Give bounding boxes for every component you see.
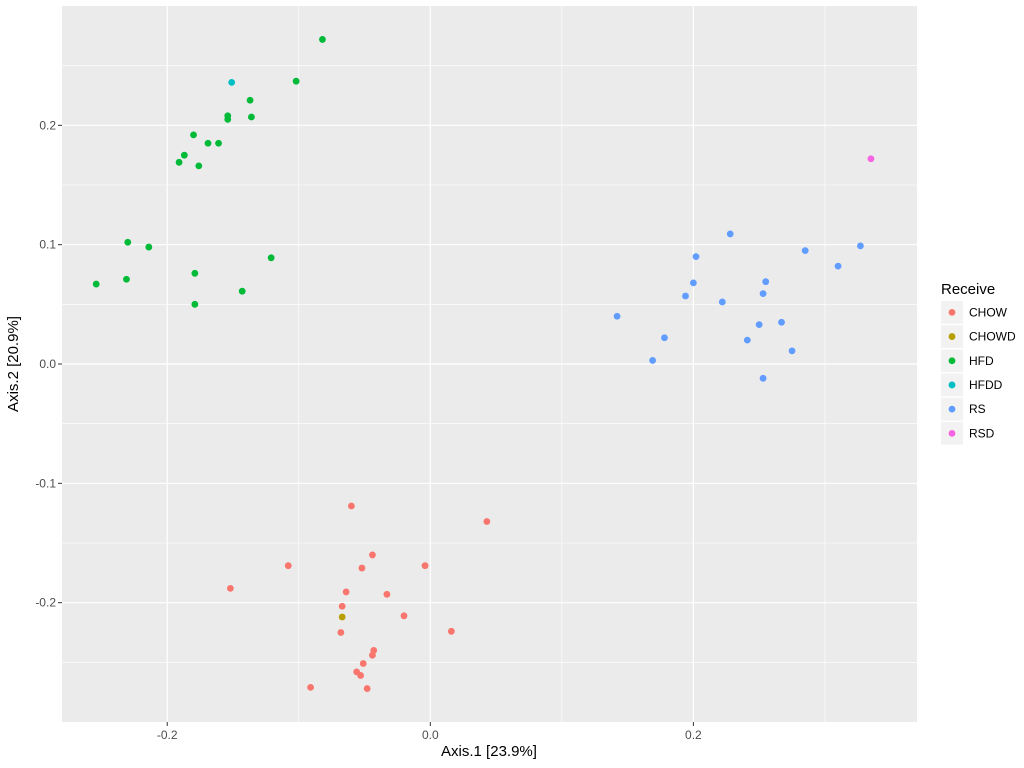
x-tick-label: 0.0 [422,728,439,742]
y-tick-label: -0.2 [35,596,56,610]
legend-swatch-chowd [948,333,956,340]
point-rsd [867,155,875,163]
point-hfd [292,77,300,85]
point-rs [762,278,770,286]
point-rs [743,336,751,344]
legend-label-rs: RS [969,402,986,416]
point-chow [226,584,234,592]
y-tick-label: -0.1 [35,476,56,490]
legend: Receive CHOW CHOWD HFD HFDD RS RSD [941,281,1016,445]
point-rs [857,242,864,250]
point-rs [778,318,785,326]
point-chow [337,629,345,636]
point-rs [755,321,763,329]
point-hfd [175,158,183,166]
point-rs [613,312,621,320]
legend-title: Receive [941,281,995,298]
legend-swatch-rsd [948,429,956,437]
point-hfd [180,151,188,159]
point-hfd [246,96,254,104]
point-chow [447,627,455,635]
point-rs [801,247,809,255]
legend-label-hfd: HFD [969,354,994,368]
point-chow [369,651,376,659]
y-tick-label: 0.2 [39,118,56,132]
point-hfd [190,131,197,139]
point-chow [383,590,391,598]
point-hfd [215,139,222,147]
point-hfd [238,287,246,295]
point-hfd [204,139,212,147]
y-tick-label: 0.1 [39,238,56,252]
point-chow [359,660,367,667]
x-tick-label: -0.2 [157,728,178,742]
point-chow [400,612,408,620]
legend-label-rsd: RSD [969,426,995,440]
point-chow [338,602,346,610]
point-hfd [319,36,326,43]
point-rs [661,334,668,342]
point-chow [483,518,491,525]
point-rs [689,279,697,287]
x-axis: -0.2 0.0 0.2 [157,722,702,742]
point-hfd [191,269,199,277]
point-chow [358,564,366,572]
point-rs [649,357,657,364]
data-points [92,36,875,692]
legend-entries: CHOW CHOWD HFD HFDD RS RSD [941,301,1016,445]
legend-swatch-rs [948,405,956,413]
point-hfd [145,243,153,251]
point-hfd [248,113,255,121]
point-chow [421,562,429,570]
y-axis: -0.2 -0.1 0.0 0.1 0.2 [35,118,62,610]
major-gridlines [62,6,917,722]
point-hfd [191,300,199,308]
legend-swatch-chow [948,308,956,316]
point-rs [682,292,689,300]
legend-label-hfdd: HFDD [969,378,1003,392]
y-axis-title: Axis.2 [20.9%] [5,316,22,412]
x-axis-title: Axis.1 [23.9%] [441,743,537,760]
point-chowd [338,613,346,621]
point-rs [759,374,767,382]
point-chow [363,685,371,692]
x-tick-label: 0.2 [685,728,702,742]
point-chow [307,683,315,691]
point-chow [342,588,350,596]
point-hfd [92,280,100,288]
point-hfd [195,162,203,170]
point-hfd [123,275,130,283]
point-rs [718,298,726,306]
point-rs [726,230,734,238]
legend-swatch-hfd [948,357,956,365]
point-chow [284,562,292,570]
point-hfdd [228,78,236,86]
point-chow [357,672,364,679]
point-chow [369,551,376,559]
legend-label-chowd: CHOWD [969,330,1016,344]
point-hfd [124,238,132,246]
point-hfd [224,115,232,123]
point-hfd [267,254,275,262]
point-rs [788,347,796,355]
legend-swatch-hfdd [948,381,956,389]
point-chow [347,502,355,510]
y-tick-label: 0.0 [39,357,56,371]
point-rs [834,262,842,270]
point-rs [692,253,700,260]
legend-label-chow: CHOW [969,305,1008,319]
point-rs [759,290,767,297]
